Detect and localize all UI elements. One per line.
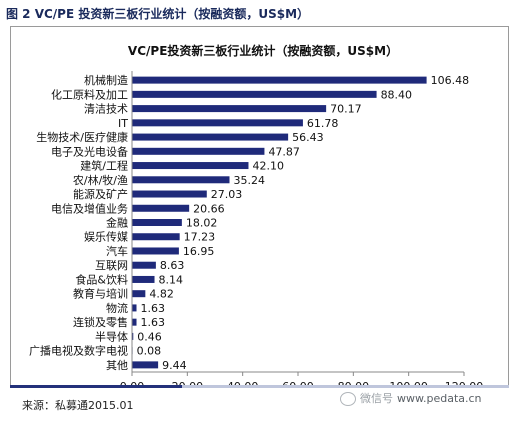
category-label: 机械制造: [84, 73, 128, 87]
category-label: 电信及增值业务: [51, 201, 128, 215]
category-label: 电子及光电设备: [51, 144, 128, 158]
category-label: 能源及矿产: [73, 187, 128, 201]
bar: [132, 147, 265, 155]
bar: [132, 119, 303, 127]
watermark-text: 微信号: [360, 392, 393, 405]
bar: [132, 332, 134, 340]
data-label: 17.23: [184, 231, 216, 244]
wechat-icon: [340, 392, 356, 406]
chart-frame: VC/PE投资新三板行业统计（按融资额，US$M） 机械制造 106.48 化工原料…: [10, 26, 509, 386]
data-label: 1.63: [141, 316, 166, 329]
bar: [132, 275, 155, 283]
bar: [132, 247, 179, 255]
x-tick-label: 0.00: [120, 380, 145, 385]
category-label: 连锁及零售: [73, 315, 128, 329]
data-label: 16.95: [183, 245, 215, 258]
bar: [132, 176, 230, 184]
data-label: 27.03: [211, 188, 243, 201]
bar: [132, 361, 159, 369]
category-label: 建筑/工程: [80, 159, 128, 173]
x-tick-label: 40.00: [227, 380, 259, 385]
bar: [132, 105, 327, 113]
chart-title: VC/PE投资新三板行业统计（按融资额，US$M）: [128, 43, 398, 58]
category-label: 广播电视及数字电视: [29, 344, 128, 358]
data-label: 20.66: [193, 202, 225, 215]
data-label: 106.48: [431, 74, 470, 87]
category-label: 金融: [106, 216, 128, 230]
data-label: 70.17: [330, 103, 362, 116]
category-label: 物流: [106, 301, 128, 315]
bar: [132, 162, 249, 170]
bar: [132, 261, 156, 269]
x-tick-label: 100.00: [389, 380, 428, 385]
category-label: 半导体: [95, 329, 128, 343]
figure-caption: 图 2 VC/PE 投资新三板行业统计（按融资额，US$M）: [6, 7, 310, 21]
data-label: 47.87: [268, 145, 300, 158]
x-tick-label: 20.00: [172, 380, 204, 385]
data-label: 18.02: [186, 217, 218, 230]
watermark-url: www.pedata.cn: [397, 392, 482, 405]
data-label: 42.10: [252, 160, 284, 173]
data-label: 88.40: [381, 88, 413, 101]
category-label: 农/林/牧/渔: [73, 173, 128, 187]
category-label: 汽车: [106, 244, 128, 258]
bar: [132, 290, 146, 298]
category-label: 教育与培训: [73, 287, 128, 301]
bar: [132, 233, 180, 241]
bar: [132, 219, 182, 226]
data-label: 61.78: [307, 117, 339, 130]
bar: [132, 204, 190, 212]
data-label: 1.63: [141, 302, 166, 315]
watermark: 微信号 www.pedata.cn: [340, 390, 482, 406]
category-label: IT: [118, 117, 128, 130]
data-label: 0.08: [137, 345, 162, 358]
category-label: 娱乐传媒: [84, 230, 128, 244]
bar: [132, 133, 289, 141]
data-label: 4.82: [149, 288, 174, 301]
bar-chart: VC/PE投资新三板行业统计（按融资额，US$M） 机械制造 106.48 化工原料…: [29, 43, 483, 385]
data-label: 35.24: [233, 174, 264, 187]
bar: [132, 76, 427, 84]
category-label: 互联网: [95, 259, 128, 272]
data-label: 8.14: [159, 273, 184, 286]
category-label: 清洁技术: [84, 103, 128, 116]
plot-area: 机械制造 106.48 化工原料及加工 88.40 清洁技术 70.17 IT 61.78 生物…: [29, 71, 483, 385]
data-label: 56.43: [292, 131, 324, 144]
data-label: 8.63: [160, 259, 185, 272]
bar: [132, 90, 377, 98]
source-note: 来源：私募通2015.01: [22, 399, 134, 412]
bar: [132, 318, 137, 326]
x-tick-label: 60.00: [282, 380, 314, 385]
data-label: 9.44: [162, 359, 187, 372]
x-tick-label: 120.00: [445, 380, 484, 385]
bar: [132, 190, 207, 198]
category-label: 其他: [106, 359, 128, 372]
category-label: 化工原料及加工: [51, 87, 128, 101]
category-label: 生物技术/医疗健康: [36, 130, 128, 144]
bottom-rule: [10, 385, 509, 388]
data-label: 0.46: [137, 330, 162, 343]
bottom-rule-accent: [10, 385, 182, 388]
category-label: 食品&饮料: [75, 272, 128, 286]
x-tick-label: 80.00: [338, 380, 370, 385]
bar: [132, 304, 137, 312]
